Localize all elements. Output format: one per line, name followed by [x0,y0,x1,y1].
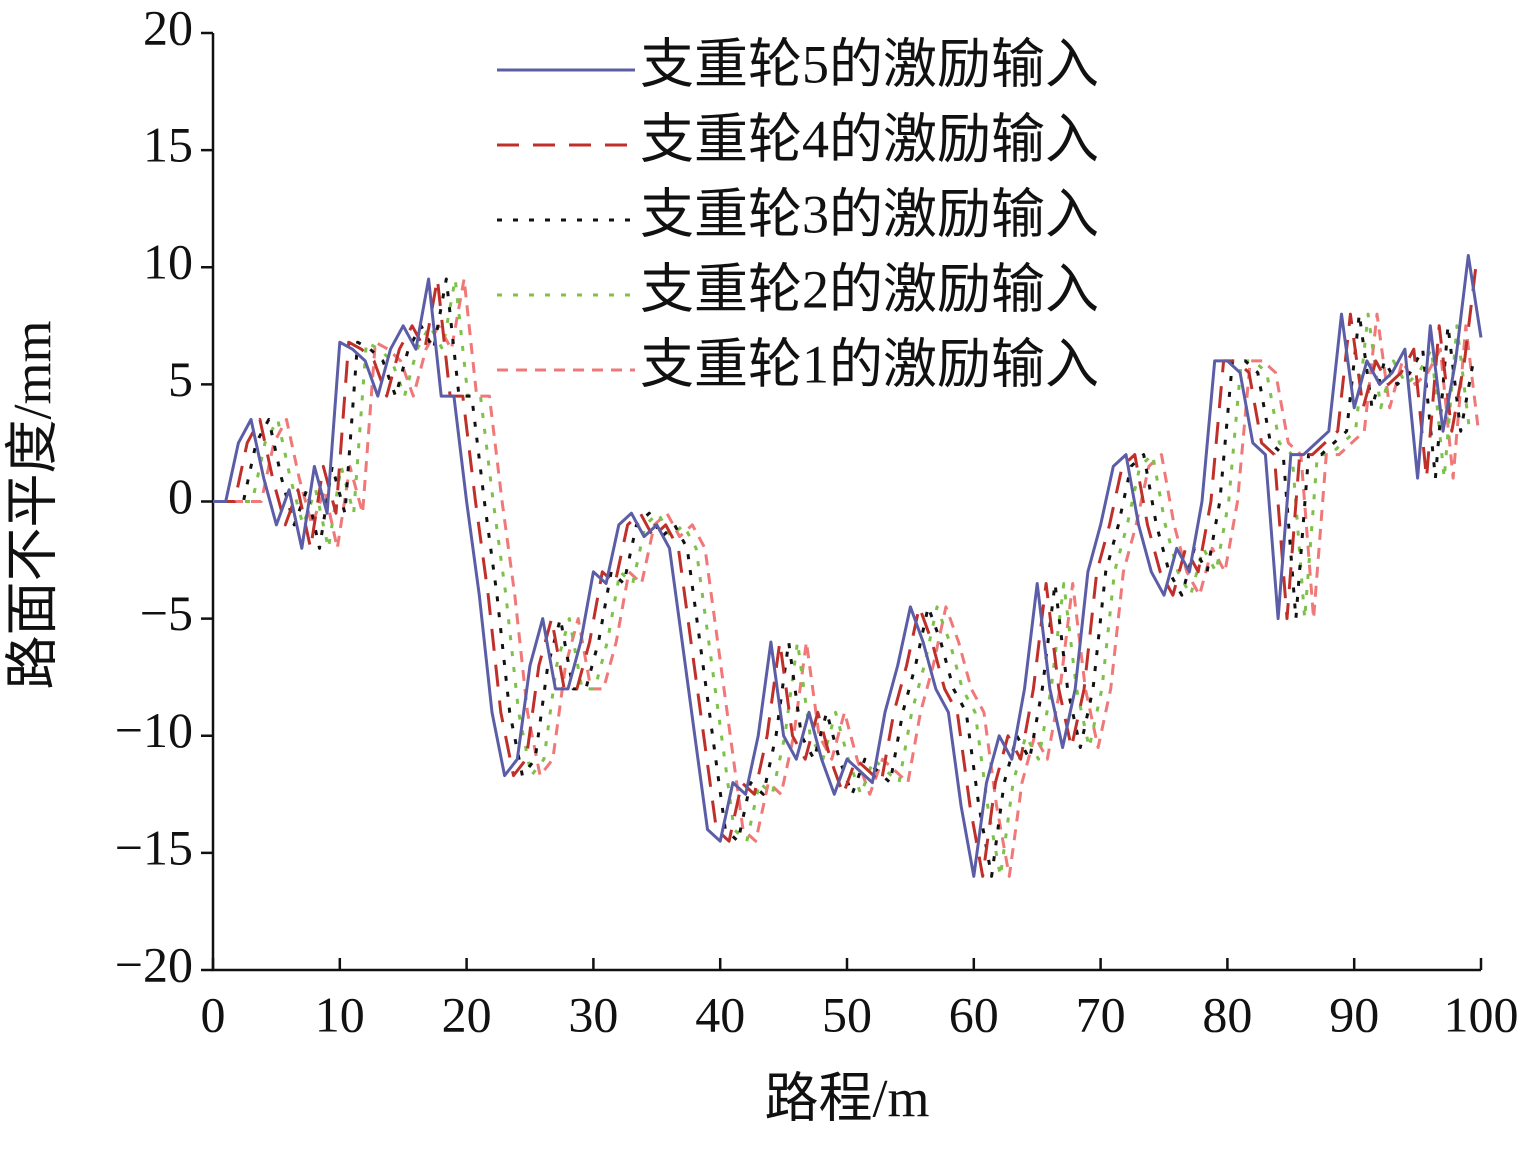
x-axis-label: 路程/m [764,1068,929,1128]
y-tick-label: −5 [140,585,193,641]
series-line [213,254,1483,878]
x-tick-label: 10 [315,986,365,1042]
legend-label: 支重轮5的激励输入 [640,34,1099,94]
legend-label: 支重轮4的激励输入 [640,109,1099,169]
x-tick-label: 0 [201,986,226,1042]
x-tick-label: 40 [695,986,745,1042]
y-tick-label: −20 [115,936,193,992]
y-tick-label: −10 [115,702,193,758]
y-tick-label: 15 [143,117,193,173]
legend-label: 支重轮3的激励输入 [640,184,1099,244]
series-line [213,277,1480,878]
axis-frame [211,33,1481,972]
y-tick-label: 0 [168,468,193,524]
y-tick-label: 5 [168,351,193,407]
x-tick-label: 20 [442,986,492,1042]
x-tick-label: 70 [1076,986,1126,1042]
y-axis-label: 路面不平度/mm [2,320,62,689]
x-tick-label: 50 [822,986,872,1042]
y-tick-label: 10 [143,234,193,290]
x-tick-label: 100 [1444,986,1519,1042]
y-tick-label: 20 [143,0,193,55]
x-tick-label: 30 [568,986,618,1042]
series-line [213,255,1479,878]
legend-label: 支重轮1的激励输入 [640,334,1099,394]
x-tick-label: 90 [1329,986,1379,1042]
x-tick-label: 80 [1202,986,1252,1042]
legend-label: 支重轮2的激励输入 [640,259,1099,319]
y-tick-label: −15 [115,819,193,875]
x-tick-label: 60 [949,986,999,1042]
